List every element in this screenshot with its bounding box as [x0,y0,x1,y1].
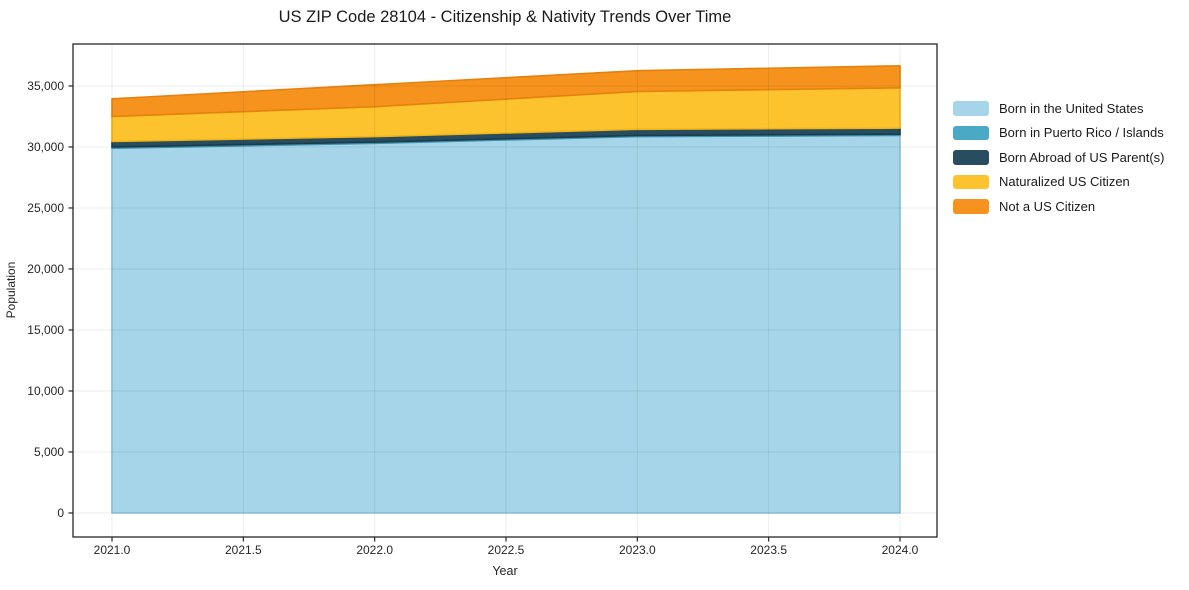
y-axis-label: Population [4,261,18,319]
legend-item: Born in the United States [953,101,1164,116]
area-series-4 [111,65,901,118]
legend-item: Naturalized US Citizen [953,174,1164,190]
legend-swatch-naturalized [953,174,989,189]
legend-label: Born in Puerto Rico / Islands [999,125,1164,141]
x-tick-label: 2024.0 [882,543,919,557]
x-axis-label: Year [492,564,518,578]
legend-swatch-not-citizen [953,199,989,214]
x-tick-label: 2022.0 [356,543,393,557]
x-tick-label: 2023.5 [750,543,787,557]
x-tick-label: 2021.5 [225,543,262,557]
legend-label: Born Abroad of US Parent(s) [999,149,1165,165]
x-tick-label: 2023.0 [619,543,656,557]
y-tick-label: 30,000 [27,140,64,154]
y-tick-label: 10,000 [27,384,64,398]
legend: Born in the United States Born in Puerto… [953,101,1165,214]
legend-label: Born in the United States [999,100,1144,116]
legend-swatch-born-abroad [953,150,989,165]
y-tick-label: 35,000 [27,79,64,93]
legend-label: Not a US Citizen [999,198,1096,214]
y-tick-label: 15,000 [27,323,64,337]
legend-item: Born in Puerto Rico / Islands [953,125,1164,141]
legend-swatch-puerto-rico [953,125,989,140]
legend-item: Not a US Citizen [953,199,1164,214]
y-tick-label: 25,000 [27,201,64,215]
legend-item: Born Abroad of US Parent(s) [953,150,1164,165]
page-title: US ZIP Code 28104 - Citizenship & Nativi… [278,8,732,26]
y-tick-label: 0 [57,506,64,520]
legend-label: Naturalized US Citizen [999,174,1130,190]
y-tick-label: 20,000 [27,262,64,276]
plot-frame [72,43,938,538]
x-tick-label: 2021.0 [94,543,131,557]
y-tick-label: 5,000 [34,445,64,459]
x-tick-label: 2022.5 [488,543,525,557]
legend-swatch-born-us [953,101,989,116]
